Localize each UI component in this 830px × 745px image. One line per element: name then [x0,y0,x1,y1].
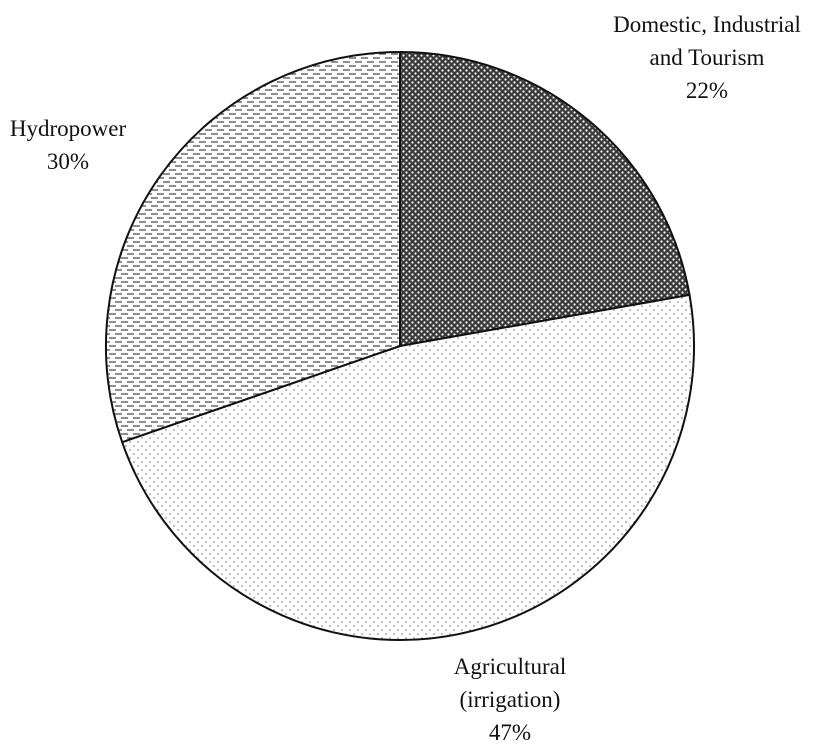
pie-slice [399,50,691,348]
pie-slice [120,293,695,641]
slice-value-label: 22% [685,78,729,103]
slice-label: Domestic, Industrial and Tourism [613,12,801,70]
slice-value-label: 47% [488,720,532,745]
pie-slice [105,50,401,444]
slice-label: Agricultural (irrigation) [453,654,567,712]
slice-label: Hydropower [9,116,127,141]
slice-value-label: 30% [46,149,90,174]
